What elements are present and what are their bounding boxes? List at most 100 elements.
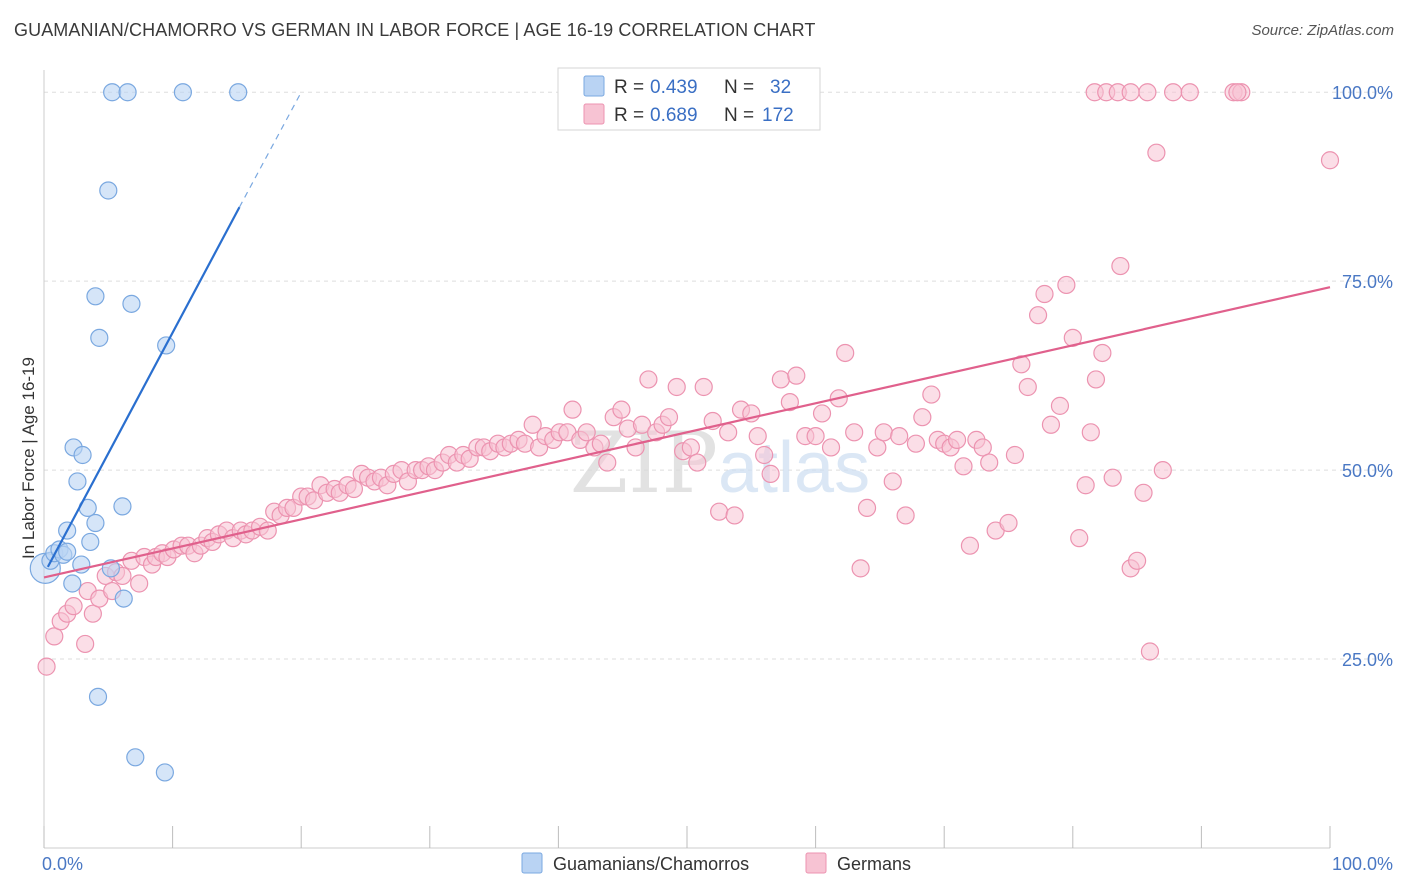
data-point-germans bbox=[639, 370, 658, 389]
grid-lines bbox=[44, 91, 1390, 660]
legend-swatch-pink bbox=[583, 103, 605, 125]
data-point-germans bbox=[598, 453, 617, 472]
y-tick-label: 100.0% bbox=[1332, 83, 1393, 103]
data-point-germans bbox=[1041, 415, 1061, 434]
data-point-germans bbox=[748, 427, 767, 446]
data-point-germans bbox=[523, 415, 542, 434]
legend-n-label-2: N = bbox=[724, 105, 754, 126]
trend-line-guamanians bbox=[46, 206, 241, 568]
data-point-germans bbox=[1093, 343, 1112, 363]
data-point-germans bbox=[1127, 551, 1147, 570]
bottom-legend-label-germans: Germans bbox=[837, 854, 911, 874]
data-point-germans bbox=[1180, 83, 1199, 102]
data-point-germans bbox=[845, 423, 864, 442]
data-point-guamanians bbox=[126, 748, 145, 767]
data-point-guamanians bbox=[58, 542, 77, 561]
data-point-germans bbox=[1028, 306, 1048, 325]
data-point-germans bbox=[1138, 83, 1157, 102]
trend-lines bbox=[43, 91, 1331, 579]
legend-n-label-1: N = bbox=[724, 77, 754, 98]
data-point-germans bbox=[710, 502, 729, 521]
data-point-germans bbox=[632, 415, 652, 434]
trend-line-germans bbox=[43, 286, 1331, 579]
data-point-germans bbox=[999, 513, 1018, 533]
y-tick-label: 75.0% bbox=[1342, 272, 1393, 292]
data-point-guamanians bbox=[229, 83, 248, 102]
data-point-germans bbox=[130, 574, 149, 593]
legend-r-label-2: R = bbox=[614, 105, 644, 126]
data-point-guamanians bbox=[86, 287, 105, 306]
data-point-guamanians bbox=[90, 328, 109, 347]
data-point-guamanians bbox=[86, 513, 105, 533]
series-germans bbox=[37, 83, 1340, 676]
data-point-germans bbox=[806, 427, 825, 446]
data-point-germans bbox=[960, 536, 980, 555]
data-point-germans bbox=[771, 370, 790, 389]
data-point-germans bbox=[1111, 256, 1130, 276]
tick-labels: 25.0% 50.0% 75.0% 100.0% 0.0% 100.0% bbox=[42, 83, 1393, 874]
data-point-germans bbox=[1076, 476, 1095, 495]
data-point-germans bbox=[868, 438, 887, 457]
data-point-germans bbox=[1035, 284, 1054, 304]
data-point-germans bbox=[896, 506, 915, 525]
data-point-germans bbox=[1081, 423, 1100, 442]
legend-n-value-2: 172 bbox=[762, 105, 794, 126]
data-point-germans bbox=[922, 385, 941, 404]
data-point-germans bbox=[1050, 396, 1070, 415]
bottom-legend-swatch-blue bbox=[521, 852, 543, 874]
data-point-germans bbox=[913, 408, 932, 427]
data-point-germans bbox=[1228, 83, 1247, 102]
legend-r-label-1: R = bbox=[614, 77, 644, 98]
legend-box: R = 0.439 N = 32 R = 0.689 N = 172 bbox=[557, 67, 821, 131]
data-point-guamanians bbox=[122, 294, 141, 313]
x-tick-label-min: 0.0% bbox=[42, 854, 83, 874]
trend-line-guamanians-extension bbox=[238, 91, 302, 208]
y-tick-label: 50.0% bbox=[1342, 461, 1393, 481]
axes bbox=[43, 70, 1331, 849]
data-point-guamanians bbox=[103, 83, 122, 102]
bottom-legend: Guamanians/Chamorros Germans bbox=[521, 852, 911, 874]
data-point-germans bbox=[37, 657, 56, 676]
data-point-germans bbox=[1086, 370, 1106, 389]
data-point-guamanians bbox=[81, 532, 100, 552]
data-point-germans bbox=[64, 597, 83, 616]
data-point-germans bbox=[719, 423, 738, 442]
data-point-germans bbox=[1320, 151, 1340, 170]
source-label: Source: ZipAtlas.com bbox=[1251, 22, 1394, 39]
series-guamanians bbox=[29, 83, 248, 782]
data-point-germans bbox=[973, 438, 992, 457]
legend-n-value-1: 32 bbox=[770, 77, 791, 98]
data-point-germans bbox=[1005, 445, 1025, 465]
data-point-germans bbox=[725, 506, 744, 525]
data-point-germans bbox=[812, 404, 832, 423]
data-point-germans bbox=[755, 445, 774, 465]
data-point-germans bbox=[906, 434, 926, 453]
data-point-germans bbox=[1153, 461, 1172, 480]
data-point-germans bbox=[1140, 642, 1160, 661]
data-point-germans bbox=[1134, 483, 1153, 502]
data-point-guamanians bbox=[88, 687, 108, 706]
data-point-germans bbox=[344, 479, 364, 499]
data-point-guamanians bbox=[173, 83, 192, 102]
data-point-germans bbox=[667, 377, 686, 397]
data-point-guamanians bbox=[113, 497, 132, 516]
bottom-legend-label-guamanians: Guamanians/Chamorros bbox=[553, 854, 749, 874]
x-tick-label-max: 100.0% bbox=[1332, 854, 1393, 874]
data-point-guamanians bbox=[118, 83, 137, 102]
data-point-germans bbox=[659, 408, 679, 427]
data-point-germans bbox=[954, 457, 973, 476]
data-point-guamanians bbox=[63, 574, 82, 593]
data-point-germans bbox=[1121, 83, 1140, 102]
data-point-germans bbox=[857, 498, 877, 518]
data-point-germans bbox=[563, 400, 582, 419]
bottom-legend-swatch-pink bbox=[805, 852, 827, 874]
data-point-germans bbox=[787, 366, 806, 385]
data-point-germans bbox=[83, 604, 102, 623]
data-point-germans bbox=[821, 438, 841, 457]
data-point-germans bbox=[681, 438, 700, 457]
legend-r-value-1: 0.439 bbox=[650, 77, 698, 98]
data-point-germans bbox=[883, 472, 902, 491]
data-point-germans bbox=[1103, 468, 1122, 487]
data-point-guamanians bbox=[99, 181, 118, 200]
